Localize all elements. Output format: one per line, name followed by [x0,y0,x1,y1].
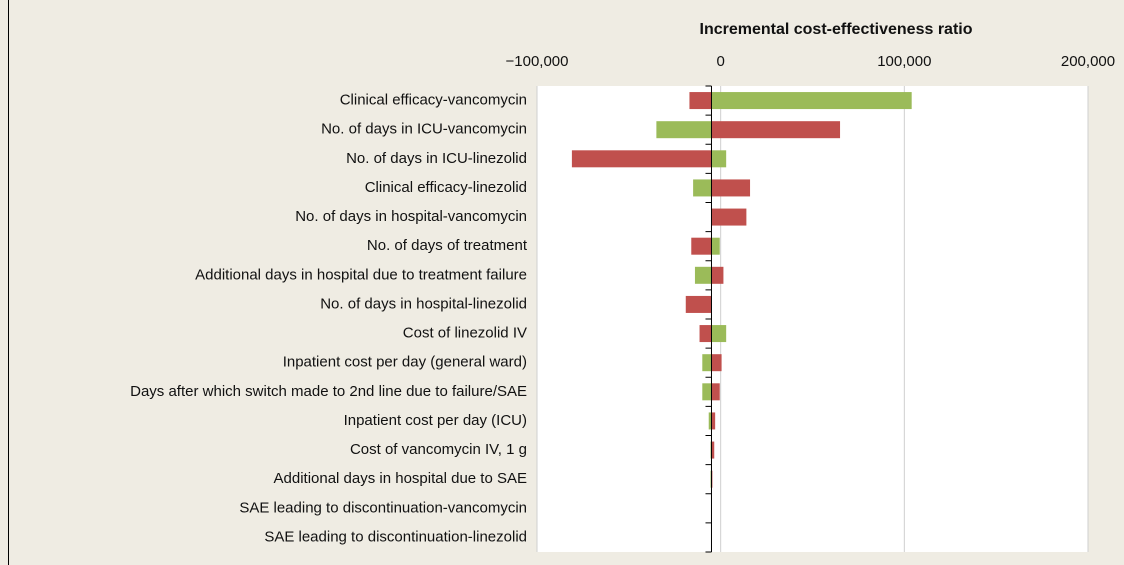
bar [711,121,841,139]
bar [685,295,712,313]
category-label: No. of days in hospital-vancomycin [295,208,527,225]
bar [656,121,712,139]
x-tick-label: 100,000 [877,53,931,70]
category-label: Cost of vancomycin IV, 1 g [350,441,527,458]
bar [711,441,715,459]
bar [571,150,712,168]
bar [708,412,712,430]
category-label: Additional days in hospital due to SAE [274,470,528,487]
bar [691,237,712,255]
bar [699,325,712,343]
category-label: No. of days in ICU-vancomycin [321,121,527,138]
bar [711,208,747,226]
bar [711,92,912,110]
category-label: No. of days in hospital-linezolid [320,295,527,312]
bar [711,325,727,343]
bar [702,354,712,372]
bar [711,266,724,284]
category-label: Inpatient cost per day (ICU) [344,412,527,429]
category-label: No. of days of treatment [367,237,528,254]
x-tick-label: 0 [716,53,724,70]
bar [702,383,712,401]
bar [711,237,720,255]
bar [694,266,712,284]
category-label: Clinical efficacy-linezolid [365,179,527,196]
category-label: SAE leading to discontinuation-vancomyci… [239,499,527,516]
category-label: Clinical efficacy-vancomycin [340,92,527,109]
bar [711,412,716,430]
bar [693,179,712,197]
category-label: Days after which switch made to 2nd line… [130,383,527,400]
chart-title: Incremental cost-effectiveness ratio [700,21,973,38]
x-tick-label: −100,000 [506,53,569,70]
bar [711,179,751,197]
bar [711,150,727,168]
bar [711,383,720,401]
bar [689,92,712,110]
bar [711,354,722,372]
category-label: Cost of linezolid IV [403,325,527,342]
category-label: No. of days in ICU-linezolid [346,150,527,167]
category-label: Inpatient cost per day (general ward) [283,354,527,371]
x-tick-label: 200,000 [1061,53,1115,70]
category-label: SAE leading to discontinuation-linezolid [264,528,527,545]
category-label: Additional days in hospital due to treat… [195,266,527,283]
